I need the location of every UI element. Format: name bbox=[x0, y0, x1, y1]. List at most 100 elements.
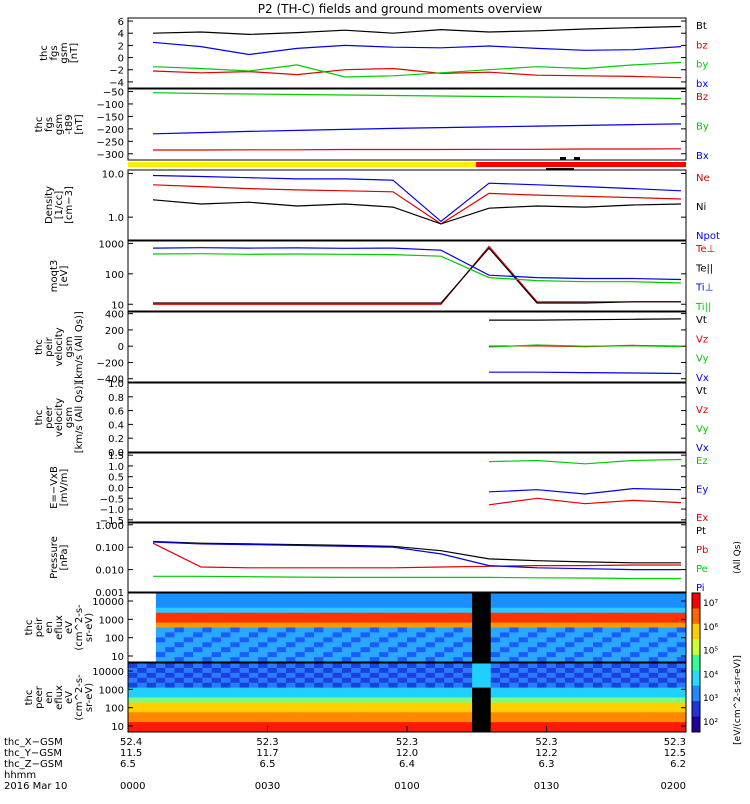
spectrogram-cell bbox=[527, 663, 538, 669]
spectrogram-cell bbox=[593, 657, 603, 663]
spectrogram-cell bbox=[332, 652, 343, 658]
spectrogram-cell bbox=[286, 692, 296, 698]
spectrogram-cell bbox=[462, 663, 473, 669]
spectrogram-cell bbox=[425, 727, 436, 733]
spectrogram-cell bbox=[286, 682, 296, 689]
spectrogram-cell bbox=[323, 617, 334, 624]
spectrogram-cell bbox=[472, 687, 482, 694]
spectrogram-cell bbox=[639, 677, 650, 684]
spectrogram-cell bbox=[221, 667, 231, 674]
spectrogram-cell bbox=[509, 677, 520, 684]
spectrogram-cell bbox=[509, 612, 520, 619]
spectrogram-cell bbox=[630, 593, 640, 599]
spectrogram-cell bbox=[221, 682, 231, 689]
spectrogram-cell bbox=[602, 607, 613, 614]
spectrogram-cell bbox=[555, 672, 566, 679]
spectrogram-cell bbox=[165, 692, 175, 698]
spectrogram-cell bbox=[267, 622, 278, 628]
spectrogram-cell bbox=[155, 697, 166, 703]
spectrogram-cell bbox=[574, 617, 585, 624]
spectrogram-cell bbox=[183, 677, 194, 684]
spectrogram-cell bbox=[165, 593, 175, 599]
spectrogram-cell bbox=[239, 622, 250, 628]
spectrogram-cell bbox=[295, 622, 306, 628]
spectrogram-cell bbox=[202, 593, 213, 599]
spectrogram-cell bbox=[537, 692, 547, 698]
spectrogram-cell bbox=[518, 677, 529, 684]
colorbar-cell bbox=[692, 623, 700, 640]
spectrogram-cell bbox=[565, 637, 575, 643]
spectrogram-cell bbox=[276, 663, 287, 669]
spectrogram-cell bbox=[462, 722, 473, 728]
legend-label: Ti|| bbox=[695, 302, 711, 313]
spectrogram-cell bbox=[630, 602, 640, 609]
spectrogram-cell bbox=[230, 657, 241, 663]
spectrogram-cell bbox=[323, 692, 334, 698]
spectrogram-cell bbox=[462, 692, 473, 698]
spectrogram-cell bbox=[276, 657, 287, 663]
spectrogram-cell bbox=[667, 607, 678, 614]
spectrogram-cell bbox=[453, 677, 464, 684]
spectrogram-cell bbox=[658, 597, 668, 604]
spectrogram-cell bbox=[416, 593, 427, 599]
spectrogram-cell bbox=[518, 687, 529, 694]
spectrogram-cell bbox=[174, 717, 185, 723]
spectrogram-cell bbox=[444, 652, 454, 658]
spectrogram-cell bbox=[462, 697, 473, 703]
spectrogram-cell bbox=[453, 697, 464, 703]
spectrogram-cell bbox=[193, 632, 203, 638]
spectrogram-cell bbox=[351, 682, 361, 689]
spectrogram-cell bbox=[620, 672, 631, 679]
spectrogram-cell bbox=[341, 663, 352, 669]
spectrogram-cell bbox=[128, 672, 138, 679]
colorbar-cell bbox=[692, 685, 700, 702]
y-axis-label: (cm^2-s- bbox=[74, 674, 85, 721]
spectrogram-cell bbox=[221, 617, 231, 624]
spectrogram-cell bbox=[574, 657, 585, 663]
spectrogram-cell bbox=[527, 722, 538, 728]
spectrogram-cell bbox=[295, 727, 306, 733]
spectrogram-cell bbox=[360, 722, 371, 728]
spectrogram-cell bbox=[323, 663, 334, 669]
spectrogram-cell bbox=[146, 722, 157, 728]
spectrogram-cell bbox=[500, 663, 510, 669]
spectrogram-cell bbox=[341, 597, 352, 604]
spectrogram-cell bbox=[667, 617, 678, 624]
spectrogram-cell bbox=[230, 702, 241, 708]
spectrogram-cell bbox=[369, 682, 380, 689]
y-tick-label: 10 bbox=[111, 300, 124, 311]
spectrogram-cell bbox=[462, 622, 473, 628]
spectrogram-cell bbox=[174, 663, 185, 669]
spectrogram-cell bbox=[518, 657, 529, 663]
spectrogram-cell bbox=[472, 612, 482, 619]
spectrogram-cell bbox=[667, 727, 678, 733]
spectrogram-cell bbox=[667, 647, 678, 653]
spectrogram-cell bbox=[574, 627, 585, 633]
spectrogram-cell bbox=[332, 657, 343, 663]
spectrogram-cell bbox=[304, 687, 315, 694]
mode-bar-mark bbox=[546, 168, 574, 170]
y-axis-label: thc bbox=[39, 45, 50, 61]
spectrogram-cell bbox=[137, 717, 148, 723]
spectrogram-cell bbox=[248, 642, 259, 648]
spectrogram-cell bbox=[453, 627, 464, 633]
spectrogram-cell bbox=[676, 607, 687, 614]
spectrogram-cell bbox=[416, 697, 427, 703]
spectrogram-cell bbox=[379, 607, 389, 614]
spectrogram-cell bbox=[155, 642, 166, 648]
spectrogram-cell bbox=[546, 602, 557, 609]
colorbar-cell bbox=[692, 639, 700, 656]
spectrogram-cell bbox=[258, 642, 268, 648]
spectrogram-cell bbox=[472, 702, 482, 708]
spectrogram-cell bbox=[239, 663, 250, 669]
spectrogram-cell bbox=[602, 657, 613, 663]
spectrogram-cell bbox=[490, 657, 501, 663]
spectrogram-cell bbox=[620, 597, 631, 604]
spectrogram-cell bbox=[202, 677, 213, 684]
spectrogram-cell bbox=[221, 612, 231, 619]
spectrogram-cell bbox=[202, 617, 213, 624]
y-tick-label: 0 bbox=[118, 342, 124, 353]
spectrogram-cell bbox=[425, 597, 436, 604]
spectrogram-cell bbox=[639, 602, 650, 609]
spectrogram-cell bbox=[295, 717, 306, 723]
